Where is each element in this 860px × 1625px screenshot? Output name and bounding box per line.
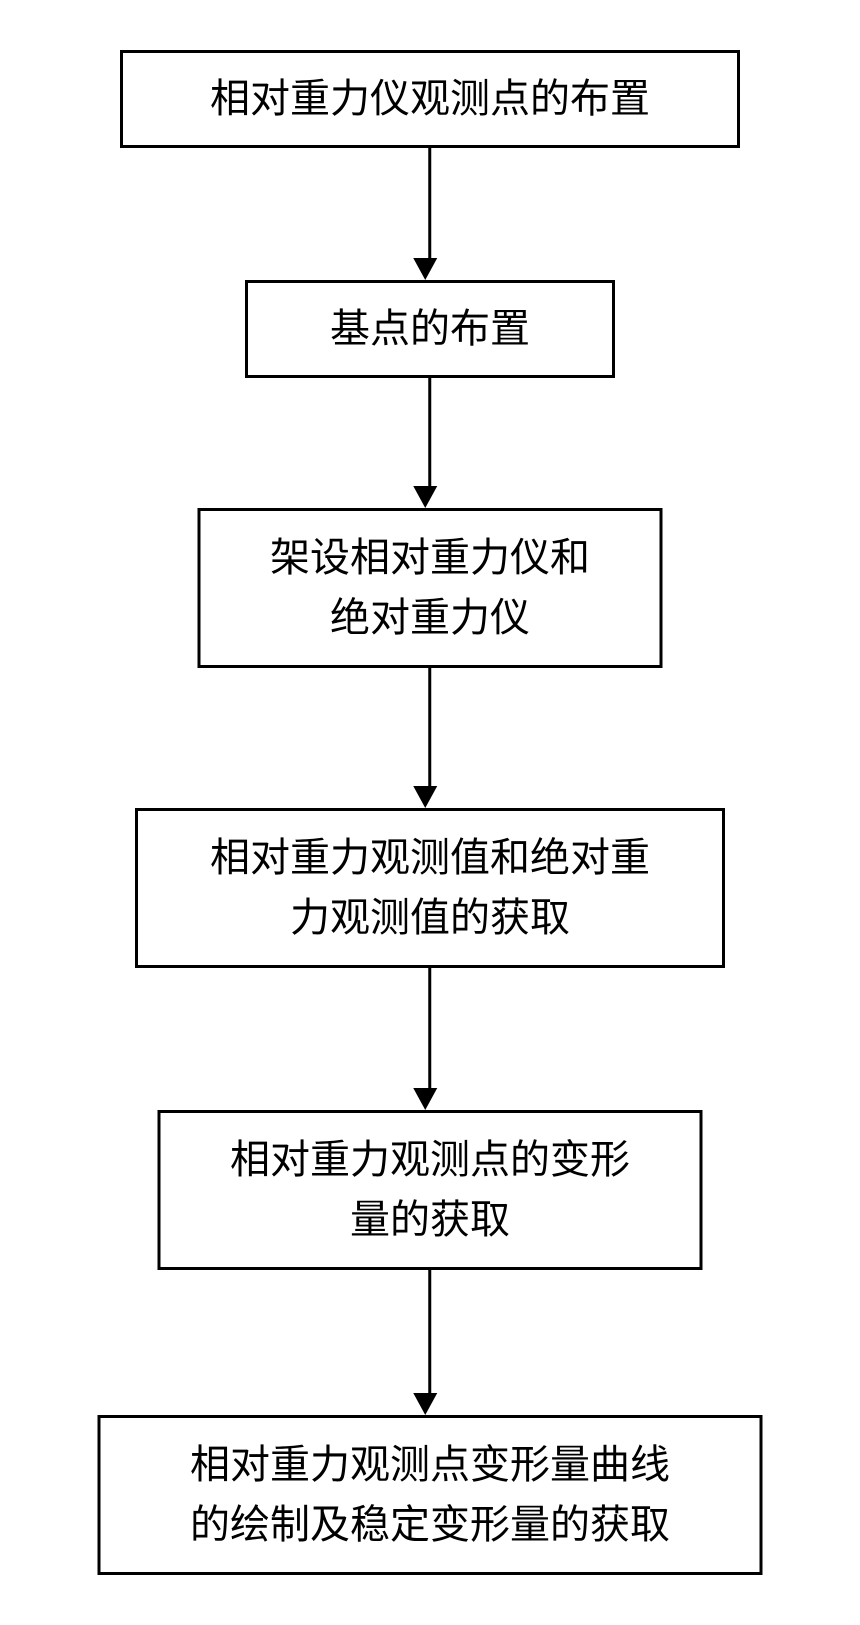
flowchart-node-3: 架设相对重力仪和绝对重力仪	[198, 508, 663, 668]
arrow-head-icon	[413, 258, 437, 280]
arrow-line	[429, 968, 432, 1088]
arrow-head-icon	[413, 786, 437, 808]
node-text: 相对重力仪观测点的布置	[210, 69, 650, 129]
flowchart-node-6: 相对重力观测点变形量曲线的绘制及稳定变形量的获取	[98, 1415, 763, 1575]
flowchart-arrow-4	[423, 968, 437, 1110]
flowchart-node-5: 相对重力观测点的变形量的获取	[158, 1110, 703, 1270]
node-text: 基点的布置	[330, 299, 530, 359]
node-text: 相对重力观测点变形量曲线的绘制及稳定变形量的获取	[190, 1435, 670, 1555]
flowchart-container: 相对重力仪观测点的布置 基点的布置 架设相对重力仪和绝对重力仪 相对重力观测值和…	[0, 0, 860, 1625]
flowchart-node-1: 相对重力仪观测点的布置	[120, 50, 740, 148]
arrow-line	[429, 378, 432, 486]
arrow-head-icon	[413, 1088, 437, 1110]
flowchart-arrow-2	[423, 378, 437, 508]
flowchart-node-4: 相对重力观测值和绝对重力观测值的获取	[135, 808, 725, 968]
flowchart-arrow-5	[423, 1270, 437, 1415]
flowchart-arrow-1	[423, 148, 437, 280]
node-text: 相对重力观测点的变形量的获取	[230, 1130, 630, 1250]
node-text: 相对重力观测值和绝对重力观测值的获取	[210, 828, 650, 948]
arrow-head-icon	[413, 486, 437, 508]
flowchart-node-2: 基点的布置	[245, 280, 615, 378]
node-text: 架设相对重力仪和绝对重力仪	[270, 528, 590, 648]
arrow-head-icon	[413, 1393, 437, 1415]
arrow-line	[429, 148, 432, 258]
arrow-line	[429, 1270, 432, 1393]
flowchart-arrow-3	[423, 668, 437, 808]
arrow-line	[429, 668, 432, 786]
